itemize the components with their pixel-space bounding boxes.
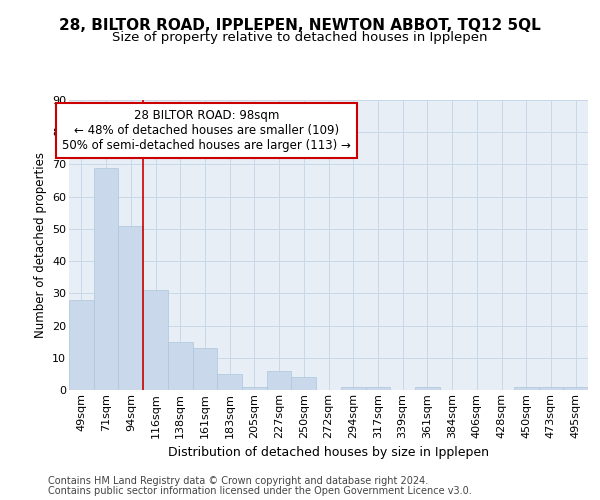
Bar — [539, 387, 563, 390]
Bar — [242, 387, 267, 390]
Bar — [267, 370, 292, 390]
Text: Contains HM Land Registry data © Crown copyright and database right 2024.: Contains HM Land Registry data © Crown c… — [48, 476, 428, 486]
Text: Contains public sector information licensed under the Open Government Licence v3: Contains public sector information licen… — [48, 486, 472, 496]
Bar — [341, 387, 365, 390]
Text: 28, BILTOR ROAD, IPPLEPEN, NEWTON ABBOT, TQ12 5QL: 28, BILTOR ROAD, IPPLEPEN, NEWTON ABBOT,… — [59, 18, 541, 32]
Bar — [514, 387, 539, 390]
Bar — [168, 342, 193, 390]
Text: Size of property relative to detached houses in Ipplepen: Size of property relative to detached ho… — [112, 31, 488, 44]
Bar — [292, 377, 316, 390]
Bar — [217, 374, 242, 390]
Y-axis label: Number of detached properties: Number of detached properties — [34, 152, 47, 338]
X-axis label: Distribution of detached houses by size in Ipplepen: Distribution of detached houses by size … — [168, 446, 489, 459]
Bar — [193, 348, 217, 390]
Bar — [94, 168, 118, 390]
Bar — [118, 226, 143, 390]
Bar — [365, 387, 390, 390]
Text: 28 BILTOR ROAD: 98sqm
← 48% of detached houses are smaller (109)
50% of semi-det: 28 BILTOR ROAD: 98sqm ← 48% of detached … — [62, 108, 351, 152]
Bar — [563, 387, 588, 390]
Bar — [143, 290, 168, 390]
Bar — [69, 300, 94, 390]
Bar — [415, 387, 440, 390]
